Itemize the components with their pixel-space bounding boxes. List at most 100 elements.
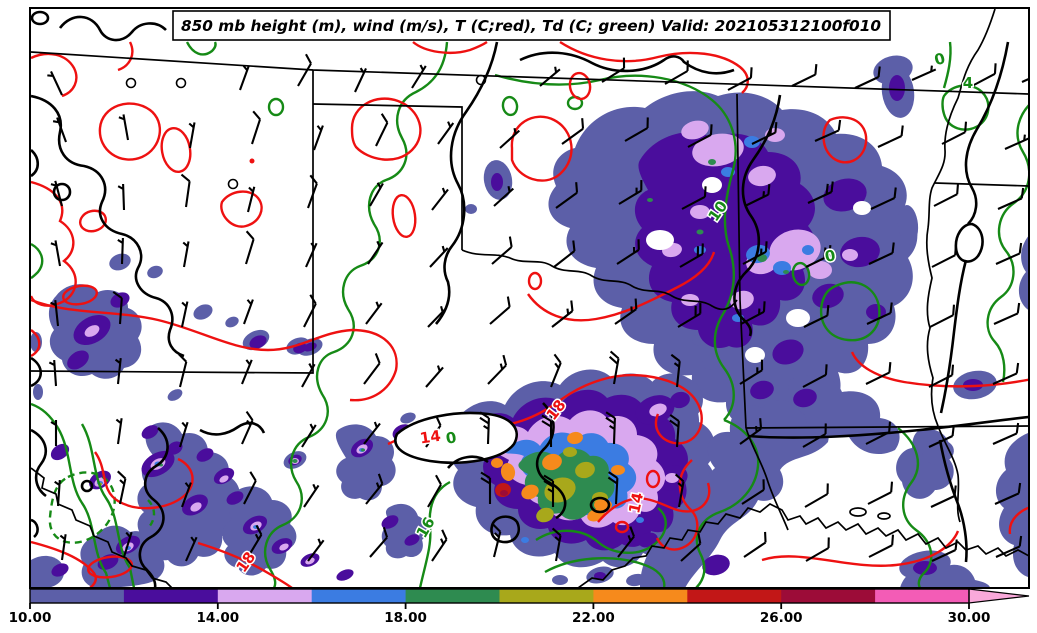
wind-barb: [866, 302, 893, 325]
wind-barb: [182, 241, 190, 268]
wind-barb: [941, 121, 968, 145]
dewpoint-fill-region: [361, 448, 365, 452]
height-contour: [535, 402, 567, 520]
wind-barb: [181, 482, 192, 508]
dewpoint-fill-region: [542, 453, 562, 471]
colorbar-segment: [405, 589, 500, 603]
wind-barb: [739, 359, 764, 385]
wind-barb: [431, 529, 448, 562]
dewpoint-fill-region: [552, 575, 568, 585]
temperature-contour: [31, 298, 398, 402]
wind-barb: [614, 298, 638, 325]
dewpoint-fill-region: [769, 229, 821, 271]
dewpoint-fill-region: [611, 465, 625, 475]
wind-barb: [118, 114, 130, 141]
dewpoint-fill-region: [381, 515, 399, 529]
dewpoint-fill-region: [786, 309, 810, 327]
temperature-contour: [197, 541, 293, 587]
dewpoint-fill-region: [109, 253, 131, 271]
wind-barb: [180, 301, 189, 328]
dewpoint-fill-region: [305, 557, 315, 565]
dewpoint-fill-region: [292, 459, 298, 463]
height-contour: [138, 427, 169, 587]
height-contour: [58, 15, 167, 42]
height-contour: [31, 428, 48, 498]
wind-barb: [744, 184, 771, 207]
colorbar-tick-label: 18.00: [384, 610, 427, 626]
colorbar-outline: [29, 588, 970, 604]
state-border: [925, 9, 996, 427]
wind-barb: [802, 423, 827, 448]
dewpoint-fill-region: [225, 316, 239, 328]
wind-barb: [865, 362, 892, 385]
height-contour: [31, 518, 39, 538]
state-border: [849, 507, 867, 517]
height-contour: [747, 415, 1028, 439]
wind-barb: [369, 527, 389, 558]
wind-barb: [911, 65, 937, 81]
temperature-contour: [220, 190, 263, 228]
wind-barb: [539, 66, 561, 87]
wind-barb: [241, 359, 253, 385]
wind-barb: [814, 119, 842, 142]
wind-barb: [791, 64, 818, 87]
wind-barb: [931, 244, 958, 268]
height-contour: [939, 259, 968, 414]
colorbar-tick-label: 30.00: [948, 610, 991, 626]
dewpoint-fill-region: [702, 554, 730, 576]
dewpoint-fill-region: [336, 569, 354, 581]
dewpoint-fill-region: [636, 517, 644, 523]
colorbar-segment: [311, 589, 407, 603]
wind-barb: [802, 364, 828, 388]
state-border: [31, 467, 173, 587]
temperature-contour: [86, 555, 134, 579]
wind-barb: [52, 117, 67, 143]
wind-barb: [50, 180, 64, 207]
wind-barb: [607, 471, 619, 505]
wind-barb: [740, 301, 766, 325]
wind-barb: [50, 300, 60, 327]
wind-barb: [674, 473, 685, 508]
dewpoint-fill-region: [812, 283, 844, 309]
dewpoint-fill-region: [873, 55, 913, 85]
dewpoint-fill-region: [193, 304, 213, 320]
temperature-contour: [94, 451, 194, 510]
wind-barb: [117, 237, 124, 265]
dewpoint-fill-region: [626, 573, 646, 587]
wind-barb: [561, 118, 585, 145]
dewpoint-contour: [986, 104, 1028, 383]
dewpoint-fill-region: [190, 502, 202, 512]
contour-label: 0: [444, 428, 457, 448]
wind-barb: [492, 523, 502, 558]
dewpoint-contour: [819, 281, 881, 342]
wind-barb: [178, 421, 189, 448]
height-contour: [31, 356, 43, 388]
wind-barb: [687, 124, 713, 148]
height-contour: [199, 421, 266, 436]
height-contour: [31, 10, 50, 26]
dewpoint-fill-region: [84, 325, 100, 337]
height-contour: [31, 94, 185, 358]
colorbar-segment: [217, 589, 313, 603]
wind-barb: [870, 187, 897, 210]
wind-barb: [114, 358, 122, 385]
dewpoint-fill-region: [575, 461, 595, 479]
state-border: [312, 103, 463, 250]
dewpoint-fill-region: [640, 400, 829, 587]
dewpoint-fill-region: [500, 490, 508, 496]
temperature-contour: [78, 209, 108, 233]
temperature-contour: [98, 102, 162, 161]
dewpoint-fill-region: [491, 173, 503, 191]
wind-barb: [305, 242, 318, 268]
wind-barb: [363, 421, 381, 445]
colorbar-segment: [123, 589, 219, 603]
colorbar-over-arrow: [968, 588, 1030, 604]
temperature-contour: [31, 329, 41, 358]
dewpoint-fill-region: [646, 230, 674, 250]
dewpoint-fill-region: [842, 249, 858, 261]
dewpoint-fill-region: [567, 431, 583, 445]
wind-barb: [117, 470, 127, 505]
wind-barb: [743, 531, 767, 558]
dewpoint-fill-region: [500, 463, 516, 481]
dewpoint-fill-region: [690, 205, 710, 219]
